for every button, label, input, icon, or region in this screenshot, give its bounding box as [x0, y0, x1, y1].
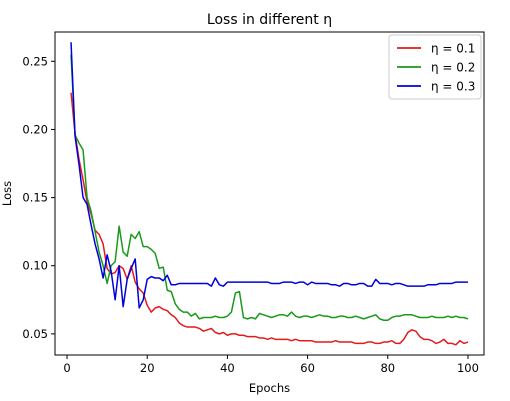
- y-tick-label: 0.15: [22, 191, 48, 205]
- x-axis-label: Epochs: [249, 381, 290, 395]
- y-tick-label: 0.05: [22, 327, 48, 341]
- series-line-1: [70, 92, 469, 346]
- legend-label-2: η = 0.2: [431, 61, 475, 75]
- y-axis-label: Loss: [0, 181, 14, 206]
- x-tick-label: 20: [140, 361, 155, 375]
- y-tick-label: 0.20: [22, 122, 48, 136]
- x-tick-label: 80: [380, 361, 395, 375]
- chart-title: Loss in different η: [207, 12, 332, 28]
- legend-label-1: η = 0.1: [431, 42, 475, 56]
- legend: η = 0.1 η = 0.2 η = 0.3: [388, 34, 482, 100]
- legend-box: [388, 34, 482, 100]
- series-line-3: [70, 42, 468, 309]
- y-axis: 0.05 0.10 0.15 0.20 0.25: [22, 54, 55, 341]
- x-tick-label: 60: [300, 361, 315, 375]
- x-tick-label: 0: [63, 361, 70, 375]
- series-line-2: [70, 54, 469, 321]
- x-tick-label: 40: [220, 361, 235, 375]
- x-axis: 0 20 40 60 80 100: [63, 355, 479, 375]
- legend-label-3: η = 0.3: [431, 80, 475, 94]
- plot-frame: [54, 31, 485, 356]
- y-tick-label: 0.25: [22, 54, 48, 68]
- y-tick-label: 0.10: [22, 259, 48, 273]
- x-tick-label: 100: [457, 361, 479, 375]
- series-layer: [70, 42, 469, 346]
